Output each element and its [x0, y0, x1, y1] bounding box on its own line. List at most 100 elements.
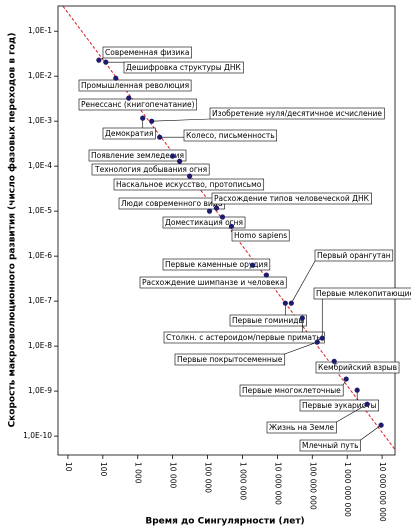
x-tick-label: 10 000 000 000 [378, 462, 387, 522]
data-point [263, 272, 270, 278]
point-label: Современная физика [105, 48, 189, 57]
point-label: Homo sapiens [234, 231, 287, 240]
data-point [140, 115, 146, 121]
label-box [139, 276, 287, 289]
point-label: Появление земледелия [91, 151, 184, 160]
label-box [229, 314, 307, 327]
data-point [149, 118, 155, 124]
data-point [314, 339, 320, 345]
y-tick-label: 1,0E-2 [28, 71, 52, 80]
label-box [113, 178, 265, 191]
y-tick-label: 1,0E-7 [28, 296, 52, 305]
leader-line [151, 118, 211, 122]
y-tick-label: 1,0E-8 [28, 341, 52, 350]
label-box [102, 46, 192, 59]
label-box [313, 287, 411, 300]
point-label: Первые гоминиды [232, 316, 304, 325]
data-point [364, 401, 370, 407]
x-tick-label: 1 000 000 000 [343, 462, 352, 517]
label-box [299, 399, 379, 412]
point-label: Демократия [105, 129, 153, 138]
data-point [343, 376, 349, 382]
y-tick-label: 1,0E-6 [28, 251, 52, 260]
label-box [299, 439, 361, 452]
point-label: Жизнь на Земле [269, 423, 334, 432]
data-point [96, 57, 102, 63]
label-box [91, 163, 210, 176]
x-tick-label: 10 000 000 [273, 462, 282, 505]
point-label: Технология добывания огня [94, 165, 207, 174]
x-tick-label: 10 [64, 462, 73, 472]
point-label: Первые млекопитающие [316, 289, 411, 298]
data-point [213, 205, 220, 211]
y-axis-title: Скорость макроэволюционного развития (чи… [8, 33, 18, 428]
point-label: Столкн. с астероидом/первые приматы [166, 333, 322, 342]
label-box [162, 258, 271, 271]
data-point [331, 358, 337, 364]
leader-line [360, 424, 382, 441]
data-point [299, 315, 305, 321]
x-tick-label: 10 000 [169, 462, 178, 488]
data-point [228, 223, 235, 229]
x-tick-label: 100 [99, 462, 108, 477]
point-label: Первые каменные орудия [165, 260, 268, 269]
point-label: Кембрийский взрыв [318, 363, 397, 372]
x-tick-label: 1 000 [134, 462, 143, 484]
point-label: Расхождение шимпанзе и человека [142, 278, 284, 287]
y-tick-label: 1,0E-5 [28, 206, 52, 215]
label-box [231, 229, 290, 242]
label-box [78, 79, 192, 92]
label-box [266, 421, 337, 434]
label-box [174, 353, 286, 366]
data-point [378, 422, 384, 428]
x-tick-label: 100 000 000 [308, 462, 317, 510]
data-point [187, 173, 193, 179]
x-axis-title: Время до Сингулярности (лет) [145, 517, 304, 527]
data-point [176, 158, 183, 164]
data-point [288, 300, 294, 306]
label-box [183, 129, 278, 142]
point-label: Наскальное искусство, протописьмо [116, 180, 262, 189]
label-box [211, 192, 372, 205]
point-label: Колесо, письменность [186, 131, 275, 140]
label-box [123, 61, 244, 74]
trend-line [62, 6, 395, 451]
point-label: Первые эукариоты [302, 401, 377, 410]
y-tick-label: 1,0E-4 [28, 161, 52, 170]
y-tick-label: 1,0E-1 [28, 26, 52, 35]
point-label: Расхождение типов человеческой ДНК [214, 194, 370, 203]
leader-line [336, 404, 368, 423]
data-point [354, 387, 360, 393]
x-tick-label: 100 000 [204, 462, 213, 493]
leader-line [291, 260, 316, 304]
point-label: Первые покрытосеменные [177, 355, 283, 364]
point-label: Млечный путь [302, 441, 359, 450]
label-box [315, 361, 400, 374]
data-point [319, 335, 325, 341]
point-label: Люди современного вида [121, 199, 223, 208]
y-tick-label: 1,0E-9 [28, 386, 52, 395]
data-point [157, 134, 163, 140]
label-box [239, 384, 344, 397]
y-tick-label: 1,0E-10 [23, 431, 52, 440]
data-point [219, 214, 226, 220]
data-point [249, 262, 256, 268]
x-tick-label: 1 000 000 [238, 462, 247, 500]
point-label: Промышленная революция [81, 81, 189, 90]
label-box [209, 107, 385, 120]
point-label: Дешифровка структуры ДНК [126, 63, 241, 72]
data-point [113, 75, 119, 81]
point-label: Ренессанс (книгопечатание) [81, 100, 195, 109]
plot-frame [57, 5, 396, 456]
point-label: Первый орангутан [317, 251, 391, 260]
data-point [206, 208, 213, 214]
label-box [314, 249, 394, 262]
point-label: Доместикация огня [165, 218, 243, 227]
data-point [126, 95, 132, 101]
label-box [102, 127, 156, 140]
data-point [103, 59, 109, 65]
point-label: Изобретение нуля/десятичное исчисление [212, 109, 382, 118]
data-point [282, 300, 288, 306]
leader-line [284, 341, 318, 355]
